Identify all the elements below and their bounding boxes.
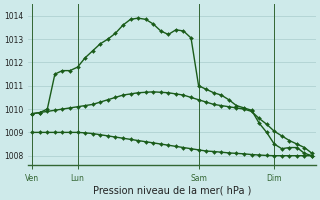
X-axis label: Pression niveau de la mer( hPa ): Pression niveau de la mer( hPa ) (93, 186, 251, 196)
